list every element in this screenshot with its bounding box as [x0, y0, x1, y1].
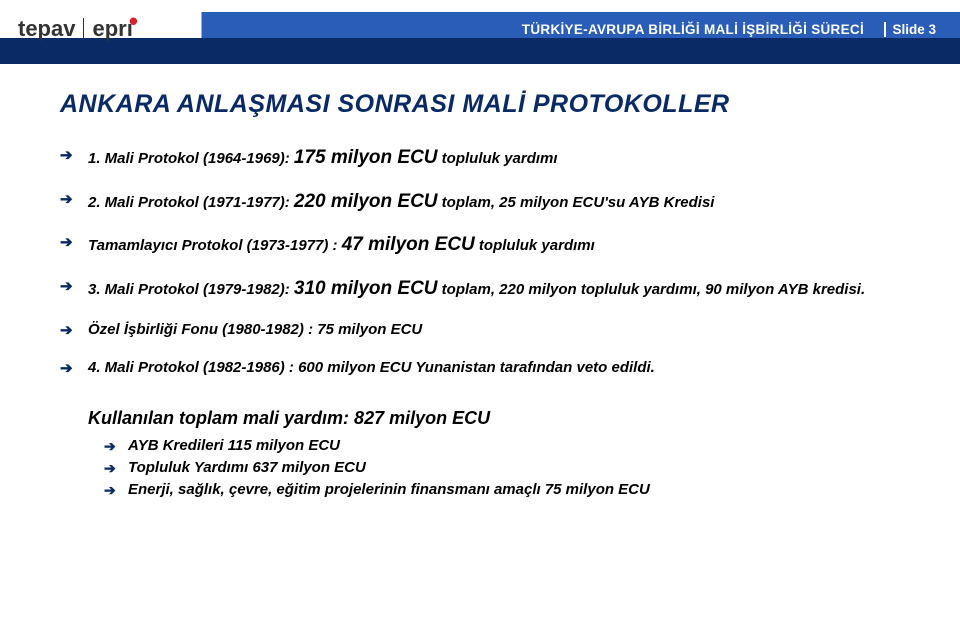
list-item: 2. Mali Protokol (1971-1977): 220 milyon… [60, 189, 900, 215]
bullet-suffix: toplam, 25 milyon ECU'su AYB Kredisi [438, 194, 715, 211]
list-item: AYB Kredileri 115 milyon ECU [104, 435, 900, 457]
bullet-prefix: 4. Mali Protokol (1982-1986) : 600 milyo… [88, 359, 655, 376]
bullet-prefix: 1. Mali Protokol (1964-1969): [88, 150, 294, 167]
sub-item-label: Enerji, sağlık, çevre, eğitim projelerin… [128, 481, 650, 498]
logo-separator-icon [83, 18, 84, 40]
slide-content: ANKARA ANLAŞMASI SONRASI MALİ PROTOKOLLE… [60, 90, 900, 500]
bullet-emphasis: 310 milyon ECU [294, 278, 438, 299]
bullet-suffix: toplam, 220 milyon topluluk yardımı, 90 … [438, 281, 866, 298]
bullet-emphasis: 220 milyon ECU [294, 191, 438, 212]
bullet-emphasis: 47 milyon ECU [342, 234, 475, 255]
header-dark-bar [0, 36, 960, 64]
main-title: ANKARA ANLAŞMASI SONRASI MALİ PROTOKOLLE… [60, 90, 900, 119]
list-item: Topluluk Yardımı 637 milyon ECU [104, 457, 900, 479]
logo-text-left: tepav [18, 16, 75, 42]
summary-block: Kullanılan toplam mali yardım: 827 milyo… [60, 408, 900, 500]
header-title: TÜRKİYE-AVRUPA BİRLİĞİ MALİ İŞBİRLİĞİ SÜ… [522, 22, 864, 37]
bullet-prefix: 2. Mali Protokol (1971-1977): [88, 194, 294, 211]
summary-title: Kullanılan toplam mali yardım: 827 milyo… [88, 408, 900, 429]
logo-block: tepav eprı• [18, 16, 142, 42]
logo-right-label: eprı [92, 16, 132, 41]
bullet-prefix: 3. Mali Protokol (1979-1982): [88, 281, 294, 298]
list-item: 3. Mali Protokol (1979-1982): 310 milyon… [60, 276, 900, 302]
list-item: Özel İşbirliği Fonu (1980-1982) : 75 mil… [60, 320, 900, 340]
list-item: 1. Mali Protokol (1964-1969): 175 milyon… [60, 145, 900, 171]
protocol-bullet-list: 1. Mali Protokol (1964-1969): 175 milyon… [60, 145, 900, 378]
slide-number-label: Slide 3 [884, 22, 936, 37]
sub-item-label: AYB Kredileri 115 milyon ECU [128, 437, 340, 454]
logo-text-right: eprı• [92, 16, 141, 42]
list-item: 4. Mali Protokol (1982-1986) : 600 milyo… [60, 358, 900, 378]
bullet-suffix: topluluk yardımı [438, 150, 558, 167]
bullet-prefix: Tamamlayıcı Protokol (1973-1977) : [88, 237, 342, 254]
logo-dot-icon: • [129, 6, 138, 36]
list-item: Tamamlayıcı Protokol (1973-1977) : 47 mi… [60, 232, 900, 258]
sub-item-label: Topluluk Yardımı 637 milyon ECU [128, 459, 366, 476]
bullet-suffix: topluluk yardımı [475, 237, 595, 254]
bullet-prefix: Özel İşbirliği Fonu (1980-1982) : 75 mil… [88, 321, 422, 338]
list-item: Enerji, sağlık, çevre, eğitim projelerin… [104, 479, 900, 501]
bullet-emphasis: 175 milyon ECU [294, 147, 438, 168]
summary-sub-list: AYB Kredileri 115 milyon ECU Topluluk Ya… [88, 435, 900, 500]
